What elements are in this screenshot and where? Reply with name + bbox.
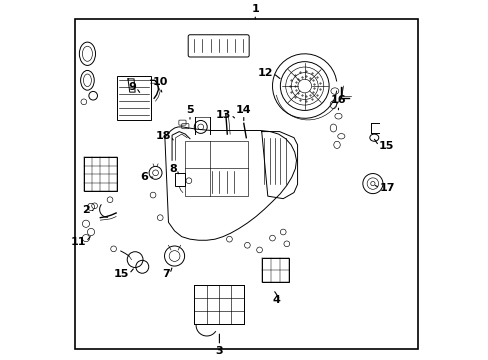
Text: 8: 8 (169, 164, 177, 174)
Bar (117, 76, 151, 120)
Bar (175, 173, 184, 186)
Text: 9: 9 (128, 82, 136, 93)
Text: 11: 11 (70, 237, 86, 247)
Text: 13: 13 (215, 110, 230, 120)
Text: 1: 1 (251, 4, 259, 14)
Text: 5: 5 (186, 105, 193, 115)
Text: 4: 4 (272, 295, 280, 305)
Text: 18: 18 (155, 131, 171, 141)
Text: 3: 3 (215, 346, 223, 356)
Text: 17: 17 (379, 183, 395, 193)
Text: 10: 10 (152, 77, 167, 87)
Bar (194, 285, 244, 324)
Text: 16: 16 (330, 95, 346, 105)
Text: 6: 6 (140, 172, 148, 182)
Bar (83, 157, 117, 192)
Text: 15: 15 (378, 141, 393, 151)
Bar (185, 140, 247, 196)
Text: 14: 14 (236, 105, 251, 115)
Text: 7: 7 (162, 269, 169, 279)
Text: 2: 2 (81, 206, 89, 216)
Text: 15: 15 (113, 269, 129, 279)
Bar (261, 258, 288, 282)
Text: 12: 12 (257, 68, 273, 78)
